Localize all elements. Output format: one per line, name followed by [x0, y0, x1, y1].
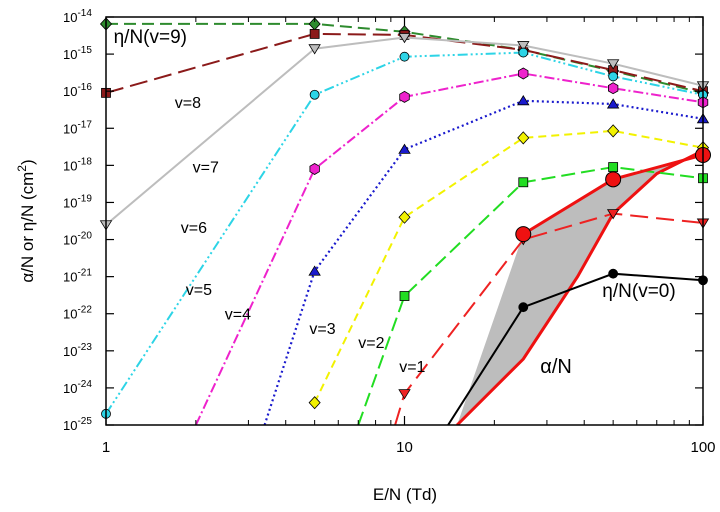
marker-v-2 — [608, 162, 619, 172]
label-v-4: v=4 — [225, 307, 251, 324]
label-v-5: v=5 — [186, 282, 212, 299]
alpha-uncertainty-band — [456, 149, 703, 425]
annotations: η/N(v=9) v=8 v=7 v=6 v=5 v=4 v=3 v=2 v=1 η/N(v=0)… — [114, 27, 676, 378]
alpha-band-fill — [457, 150, 703, 425]
y-tick-label: 10-15 — [63, 45, 92, 62]
axis-ticks: 1 10 100 10-14 10-15 10-16 10-17 10-18 10-19 10-2… — [63, 8, 716, 456]
x-tick-label: 100 — [690, 439, 715, 456]
x-axis-label: E/N (Td) — [373, 485, 437, 504]
y-tick-label: 10-20 — [63, 231, 92, 248]
y-tick-label: 10-23 — [63, 342, 92, 359]
marker-v-3 — [398, 210, 411, 224]
marker-v-5 — [608, 82, 619, 95]
label-eta-n-v-9: η/N(v=9) — [114, 27, 187, 48]
marker-v-4 — [398, 143, 411, 154]
label-v-8: v=8 — [175, 95, 201, 112]
marker-v-8 — [309, 29, 320, 39]
marker-v-4 — [606, 98, 620, 109]
marker-eta-n-v-0 — [518, 302, 529, 313]
series-line-v-4 — [263, 99, 703, 425]
marker-v-3 — [308, 396, 321, 410]
marker-v-3 — [517, 131, 530, 145]
marker-v-7 — [308, 44, 321, 55]
y-tick-label: 10-25 — [63, 416, 92, 433]
marker-v-2 — [399, 291, 410, 301]
y-axis-label: α/N or η/N (cm2) — [15, 159, 37, 282]
y-tick-label: 10-14 — [63, 8, 92, 25]
marker-v-2 — [518, 177, 529, 188]
marker-alpha-n — [515, 226, 532, 243]
y-tick-label: 10-18 — [63, 156, 92, 173]
alpha-band-lower-edge — [456, 149, 703, 425]
label-eta-n-v-0: η/N(v=0) — [602, 281, 675, 302]
label-v-7: v=7 — [193, 159, 219, 176]
marker-v-5 — [399, 90, 410, 103]
marker-v-1 — [606, 209, 620, 220]
marker-v-1 — [398, 389, 411, 400]
label-v-1: v=1 — [399, 359, 425, 376]
series-line-v-5 — [194, 72, 703, 425]
marker-v-7 — [517, 41, 530, 52]
marker-eta-n-v-0 — [608, 268, 619, 279]
marker-v-4 — [308, 265, 321, 276]
marker-v-4 — [517, 95, 530, 106]
y-tick-label: 10-16 — [63, 82, 92, 99]
series-line-v-9 — [106, 22, 703, 94]
y-tick-label: 10-24 — [63, 379, 92, 396]
label-v-2: v=2 — [358, 335, 384, 352]
y-tick-label: 10-17 — [63, 119, 92, 136]
marker-v-5 — [518, 67, 529, 80]
marker-v-6 — [518, 47, 529, 58]
series-line-v-3 — [313, 129, 703, 404]
label-v-6: v=6 — [181, 220, 207, 237]
series-v-5 — [194, 67, 709, 425]
series-line-v-6 — [106, 51, 703, 415]
label-alpha-n: α/N — [540, 356, 572, 378]
series-line-v-1 — [394, 212, 703, 425]
marker-v-6 — [399, 51, 410, 62]
y-tick-label: 10-21 — [63, 268, 92, 285]
marker-v-6 — [309, 89, 320, 100]
series-line-eta-n-v-0 — [447, 272, 703, 425]
marker-alpha-n — [605, 171, 622, 188]
marker-v-3 — [607, 124, 620, 138]
y-tick-label: 10-19 — [63, 193, 92, 210]
series-v-6 — [101, 47, 708, 419]
y-tick-label: 10-22 — [63, 305, 92, 322]
x-tick-label: 1 — [102, 439, 110, 456]
marker-v-5 — [309, 163, 320, 175]
marker-v-7 — [398, 33, 411, 44]
marker-v-6 — [608, 71, 619, 82]
series-line-v-7 — [106, 36, 703, 226]
label-v-3: v=3 — [309, 321, 335, 338]
x-tick-label: 10 — [396, 439, 413, 456]
marker-v-7 — [606, 59, 620, 70]
